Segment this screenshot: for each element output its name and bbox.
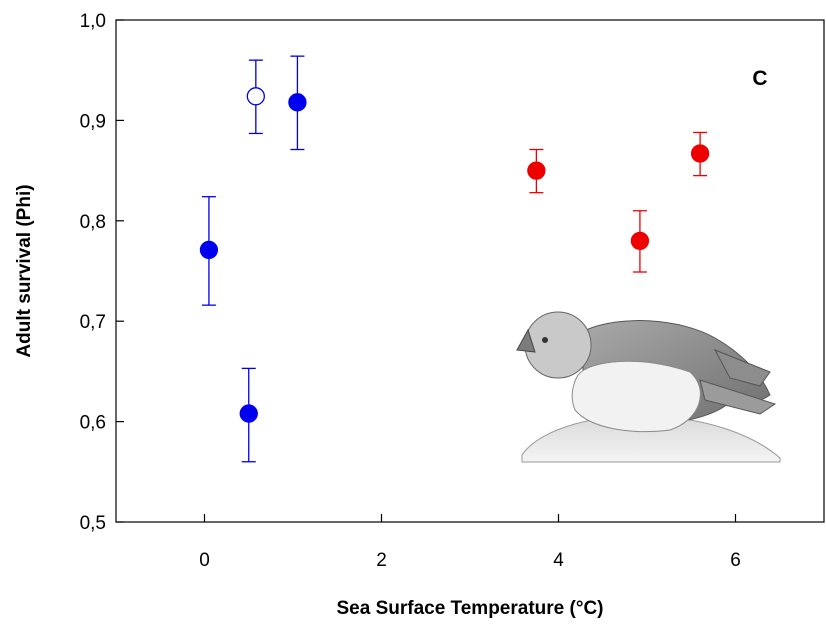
y-tick-label: 1,0 [80, 11, 106, 32]
x-tick-label: 0 [199, 550, 210, 571]
data-points [199, 87, 710, 423]
data-point [239, 404, 258, 423]
plot-frame [115, 19, 825, 523]
data-point [199, 240, 219, 260]
data-point [690, 144, 710, 163]
x-tick-label: 2 [376, 550, 387, 571]
data-point-open [246, 87, 265, 106]
y-tick-label: 0,5 [80, 513, 106, 534]
x-axis-title: Sea Surface Temperature (°C) [336, 598, 603, 619]
y-tick-label: 0,8 [80, 212, 106, 233]
y-axis-title: Adult survival (Phi) [14, 184, 35, 357]
x-tick-label: 4 [553, 550, 564, 571]
x-axis-ticks: 0 2 4 6 [199, 514, 741, 571]
y-tick-label: 0,6 [80, 413, 106, 434]
data-point [288, 93, 307, 112]
data-point [630, 231, 650, 251]
panel-label: C [752, 67, 767, 90]
y-tick-label: 0,7 [80, 312, 106, 333]
x-tick-label: 6 [730, 550, 741, 571]
y-axis-ticks: 0,5 0,6 0,7 0,8 0,9 1,0 [80, 11, 124, 534]
y-tick-label: 0,9 [80, 111, 106, 132]
seabird-illustration [516, 311, 781, 463]
data-point [527, 161, 546, 180]
